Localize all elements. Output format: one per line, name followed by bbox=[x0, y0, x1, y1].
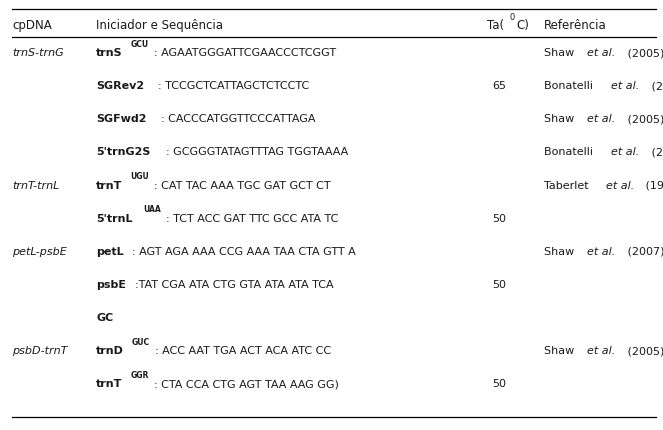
Text: (2007): (2007) bbox=[624, 247, 663, 257]
Text: et al.: et al. bbox=[611, 147, 640, 157]
Text: Shaw: Shaw bbox=[544, 346, 577, 356]
Text: GUC: GUC bbox=[132, 338, 151, 347]
Text: Shaw: Shaw bbox=[544, 114, 577, 124]
Text: 50: 50 bbox=[493, 214, 507, 224]
Text: 5'trnG2S: 5'trnG2S bbox=[96, 147, 151, 157]
Text: cpDNA: cpDNA bbox=[12, 19, 52, 32]
Text: (2005): (2005) bbox=[624, 114, 663, 124]
Text: : GCGGGTATAGTTTAG TGGTAAAA: : GCGGGTATAGTTTAG TGGTAAAA bbox=[166, 147, 349, 157]
Text: trnT-trnL: trnT-trnL bbox=[12, 181, 59, 190]
Text: Shaw: Shaw bbox=[544, 48, 577, 58]
Text: C): C) bbox=[516, 19, 529, 32]
Text: :TAT CGA ATA CTG GTA ATA ATA TCA: :TAT CGA ATA CTG GTA ATA ATA TCA bbox=[135, 280, 333, 290]
Text: : AGAATGGGATTCGAACCCTCGGT: : AGAATGGGATTCGAACCCTCGGT bbox=[154, 48, 336, 58]
Text: et al.: et al. bbox=[606, 181, 634, 190]
Text: Shaw: Shaw bbox=[544, 247, 577, 257]
Text: psbE: psbE bbox=[96, 280, 126, 290]
Text: trnS-trnG: trnS-trnG bbox=[12, 48, 64, 58]
Text: 5'trnL: 5'trnL bbox=[96, 214, 133, 224]
Text: : TCT ACC GAT TTC GCC ATA TC: : TCT ACC GAT TTC GCC ATA TC bbox=[166, 214, 339, 224]
Text: UAA: UAA bbox=[143, 205, 161, 214]
Text: : ACC AAT TGA ACT ACA ATC CC: : ACC AAT TGA ACT ACA ATC CC bbox=[156, 346, 332, 356]
Text: psbD-trnT: psbD-trnT bbox=[12, 346, 68, 356]
Text: 50: 50 bbox=[493, 379, 507, 389]
Text: Bonatelli: Bonatelli bbox=[544, 81, 596, 91]
Text: UGU: UGU bbox=[130, 172, 149, 181]
Text: 0: 0 bbox=[509, 13, 514, 22]
Text: Referência: Referência bbox=[544, 19, 607, 32]
Text: trnD: trnD bbox=[96, 346, 124, 356]
Text: trnS: trnS bbox=[96, 48, 123, 58]
Text: GC: GC bbox=[96, 313, 113, 323]
Text: : AGT AGA AAA CCG AAA TAA CTA GTT A: : AGT AGA AAA CCG AAA TAA CTA GTT A bbox=[132, 247, 355, 257]
Text: SGRev2: SGRev2 bbox=[96, 81, 145, 91]
Text: (2013): (2013) bbox=[648, 147, 663, 157]
Text: (1991): (1991) bbox=[642, 181, 663, 190]
Text: GCU: GCU bbox=[131, 40, 149, 49]
Text: 65: 65 bbox=[493, 81, 507, 91]
Text: Bonatelli: Bonatelli bbox=[544, 147, 596, 157]
Text: et al.: et al. bbox=[587, 346, 615, 356]
Text: trnT: trnT bbox=[96, 181, 123, 190]
Text: et al.: et al. bbox=[587, 247, 615, 257]
Text: 50: 50 bbox=[493, 280, 507, 290]
Text: Taberlet: Taberlet bbox=[544, 181, 592, 190]
Text: et al.: et al. bbox=[587, 48, 615, 58]
Text: GGR: GGR bbox=[130, 371, 149, 380]
Text: : CACCCATGGTTCCCATTAGA: : CACCCATGGTTCCCATTAGA bbox=[161, 114, 316, 124]
Text: Ta(: Ta( bbox=[487, 19, 505, 32]
Text: Iniciador e Sequência: Iniciador e Sequência bbox=[96, 19, 223, 32]
Text: (2013): (2013) bbox=[648, 81, 663, 91]
Text: (2005): (2005) bbox=[624, 48, 663, 58]
Text: et al.: et al. bbox=[611, 81, 640, 91]
Text: SGFwd2: SGFwd2 bbox=[96, 114, 147, 124]
Text: petL: petL bbox=[96, 247, 124, 257]
Text: : CTA CCA CTG AGT TAA AAG GG): : CTA CCA CTG AGT TAA AAG GG) bbox=[154, 379, 339, 389]
Text: : TCCGCTCATTAGCTCTCCTC: : TCCGCTCATTAGCTCTCCTC bbox=[158, 81, 310, 91]
Text: trnT: trnT bbox=[96, 379, 123, 389]
Text: (2005): (2005) bbox=[624, 346, 663, 356]
Text: et al.: et al. bbox=[587, 114, 615, 124]
Text: petL-psbE: petL-psbE bbox=[12, 247, 67, 257]
Text: : CAT TAC AAA TGC GAT GCT CT: : CAT TAC AAA TGC GAT GCT CT bbox=[154, 181, 331, 190]
